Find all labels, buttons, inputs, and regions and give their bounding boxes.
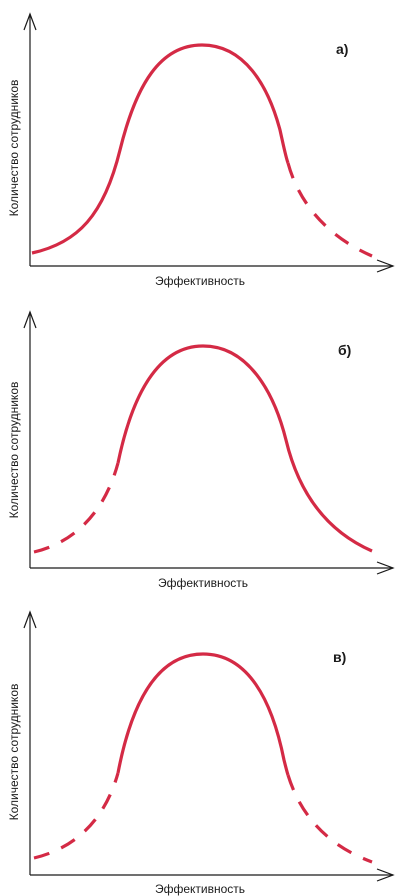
curve-dashed-right <box>286 774 373 864</box>
y-axis-arrow <box>23 12 37 31</box>
curve-solid <box>31 43 290 255</box>
x-axis-label: Эффективность <box>155 882 245 896</box>
curve-solid <box>116 652 290 776</box>
curve-dashed-left <box>33 772 120 860</box>
x-axis-label: Эффективность <box>158 576 248 590</box>
y-axis-arrow <box>23 610 37 629</box>
curve-solid <box>116 344 373 553</box>
panel-a: Количество сотрудников Эффективность а) <box>7 12 395 288</box>
panel-c: Количество сотрудников Эффективность в) <box>7 610 395 896</box>
y-axis-label: Количество сотрудников <box>7 80 21 217</box>
x-axis-label: Эффективность <box>155 274 245 288</box>
panel-label: в) <box>333 649 346 665</box>
panel-b: Количество сотрудников Эффективность б) <box>7 310 395 590</box>
curve-dashed-left <box>33 462 120 554</box>
x-axis-arrow <box>376 561 395 575</box>
curve-dashed-right <box>286 162 373 258</box>
x-axis-arrow <box>376 868 395 882</box>
y-axis-label: Количество сотрудников <box>7 382 21 519</box>
y-axis-label: Количество сотрудников <box>7 684 21 821</box>
x-axis-arrow <box>376 259 395 273</box>
y-axis-arrow <box>23 310 37 329</box>
panel-label: а) <box>336 41 348 57</box>
panel-label: б) <box>338 342 351 358</box>
